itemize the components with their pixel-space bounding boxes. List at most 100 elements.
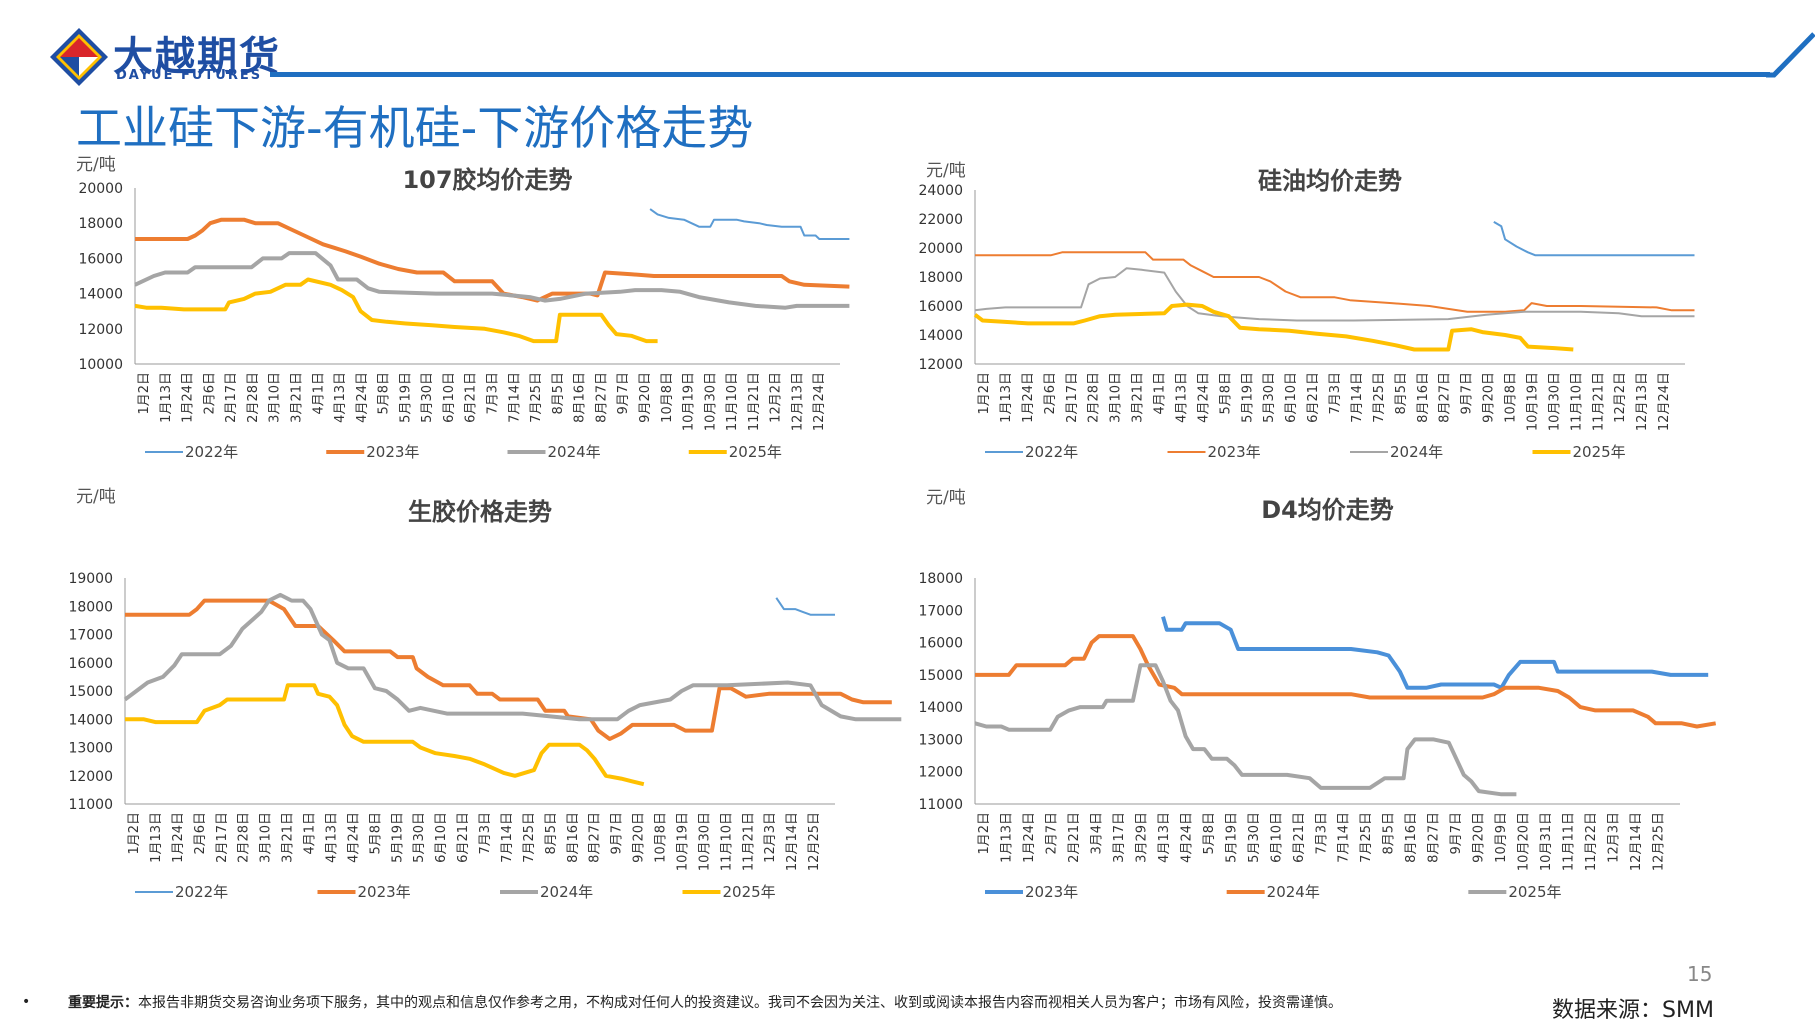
y-tick-label: 20000 (78, 181, 123, 197)
x-tick-label: 3月10日 (1109, 372, 1124, 423)
x-tick-label: 3月21日 (1131, 372, 1146, 423)
y-tick-label: 24000 (918, 183, 963, 199)
x-tick-label: 6月21日 (1306, 372, 1321, 423)
x-tick-label: 5月30日 (420, 372, 435, 423)
series-line (975, 251, 1695, 313)
x-tick-label: 2月6日 (1043, 372, 1058, 415)
brand-name-en: DAYUE FUTURES (116, 68, 263, 83)
x-tick-label: 9月7日 (1460, 372, 1475, 415)
legend-label: 2023年 (366, 443, 419, 461)
x-tick-label: 7月3日 (478, 812, 493, 855)
x-tick-label: 11月22日 (1584, 812, 1599, 871)
y-unit-label: 元/吨 (926, 488, 966, 508)
x-tick-label: 2月6日 (193, 812, 208, 855)
y-tick-label: 12000 (918, 357, 963, 373)
x-tick-label: 10月31日 (1539, 812, 1554, 871)
x-tick-label: 4月24日 (1179, 812, 1194, 863)
x-tick-label: 4月13日 (333, 372, 348, 423)
y-tick-label: 12000 (68, 769, 113, 785)
legend-label: 2024年 (1267, 883, 1320, 901)
x-tick-label: 3月10日 (268, 372, 283, 423)
x-tick-label: 3月21日 (281, 812, 296, 863)
series-line (1493, 221, 1695, 257)
y-tick-label: 13000 (918, 732, 963, 748)
y-tick-label: 14000 (918, 328, 963, 344)
y-tick-label: 11000 (918, 797, 963, 813)
legend-label: 2025年 (1508, 883, 1561, 901)
x-tick-label: 6月10日 (1284, 372, 1299, 423)
y-tick-label: 18000 (918, 571, 963, 587)
x-tick-label: 2月17日 (215, 812, 230, 863)
x-tick-label: 12月2日 (769, 372, 784, 423)
x-tick-label: 7月14日 (1350, 372, 1365, 423)
x-tick-label: 10月19日 (1525, 372, 1540, 431)
legend-label: 2022年 (185, 443, 238, 461)
legend-label: 2024年 (540, 883, 593, 901)
x-tick-label: 8月27日 (588, 812, 603, 863)
x-tick-label: 3月17日 (1112, 812, 1127, 863)
series-line (974, 663, 1517, 797)
x-tick-label: 4月13日 (1174, 372, 1189, 423)
x-tick-label: 4月1日 (303, 812, 318, 855)
y-tick-label: 16000 (68, 656, 113, 672)
x-tick-label: 1月2日 (977, 812, 992, 855)
x-tick-label: 5月19日 (398, 372, 413, 423)
x-tick-label: 10月30日 (697, 812, 712, 871)
legend-label: 2025年 (1573, 443, 1626, 461)
chart-svg: 107胶均价走势 元/吨 10000 12000 14000 16000 18000 2000… (76, 155, 850, 461)
x-tick-label: 8月16日 (573, 372, 588, 423)
x-tick-label: 7月3日 (1328, 372, 1343, 415)
legend-label: 2024年 (548, 443, 601, 461)
legend-label: 2025年 (723, 883, 776, 901)
chart-107-glue: 107胶均价走势 元/吨 10000 12000 14000 16000 18000 2000… (60, 150, 910, 540)
series-line (974, 267, 1695, 322)
x-tick-label: 3月10日 (259, 812, 274, 863)
x-tick-label: 9月20日 (1472, 812, 1487, 863)
series-line (973, 302, 1574, 352)
x-tick-label: 2月28日 (237, 812, 252, 863)
x-tick-label: 10月8日 (1504, 372, 1519, 423)
x-tick-label: 9月20日 (1482, 372, 1497, 423)
x-tick-label: 6月21日 (456, 812, 471, 863)
x-tick-label: 10月20日 (1517, 812, 1532, 871)
y-tick-label: 14000 (78, 287, 123, 303)
x-tick-label: 6月10日 (442, 372, 457, 423)
x-tick-label: 5月30日 (1262, 372, 1277, 423)
x-tick-label: 7月25日 (1372, 372, 1387, 423)
y-unit-label: 元/吨 (76, 155, 116, 175)
x-tick-label: 5月19日 (1224, 812, 1239, 863)
x-tick-label: 3月4日 (1089, 812, 1104, 855)
chart-raw-rubber: 生胶价格走势 元/吨 11000 12000 13000 14000 15000 16000 1… (60, 487, 910, 988)
x-tick-label: 5月8日 (368, 812, 383, 855)
y-tick-label: 19000 (68, 571, 113, 587)
y-tick-label: 16000 (918, 636, 963, 652)
x-tick-label: 7月3日 (1314, 812, 1329, 855)
x-tick-label: 6月10日 (434, 812, 449, 863)
legend-label: 2022年 (175, 883, 228, 901)
x-tick-label: 7月14日 (500, 812, 515, 863)
chart-silicone-oil: 硅油均价走势 元/吨 12000 14000 16000 18000 20000 22000 2… (910, 155, 1740, 545)
x-tick-label: 8月5日 (1382, 812, 1397, 855)
x-tick-label: 12月14日 (1629, 812, 1644, 871)
x-tick-label: 10月30日 (1547, 372, 1562, 431)
x-tick-label: 10月8日 (654, 812, 669, 863)
x-tick-label: 1月24日 (171, 812, 186, 863)
x-tick-label: 4月24日 (346, 812, 361, 863)
x-tick-label: 1月2日 (137, 372, 152, 415)
x-tick-label: 7月3日 (486, 372, 501, 415)
x-tick-label: 4月24日 (355, 372, 370, 423)
series-line (134, 277, 658, 344)
x-tick-label: 12月24日 (812, 372, 827, 431)
y-unit-label: 元/吨 (926, 161, 966, 181)
x-tick-label: 4月13日 (1157, 812, 1172, 863)
data-source: 数据来源：SMM (1552, 998, 1714, 1023)
chart-svg: 硅油均价走势 元/吨 12000 14000 16000 18000 20000 22000 2… (918, 161, 1695, 461)
chart-title: 硅油均价走势 (1258, 167, 1402, 195)
x-tick-label: 2月17日 (1065, 372, 1080, 423)
y-tick-label: 18000 (68, 599, 113, 615)
x-tick-label: 10月19日 (675, 812, 690, 871)
header-rule-hook (1766, 32, 1815, 78)
disclaimer-text: 本报告非期货交易咨询业务项下服务，其中的观点和信息仅作参考之用，不构成对任何人的… (138, 995, 1342, 1011)
x-tick-label: 1月13日 (999, 372, 1014, 423)
legend-label: 2023年 (358, 883, 411, 901)
